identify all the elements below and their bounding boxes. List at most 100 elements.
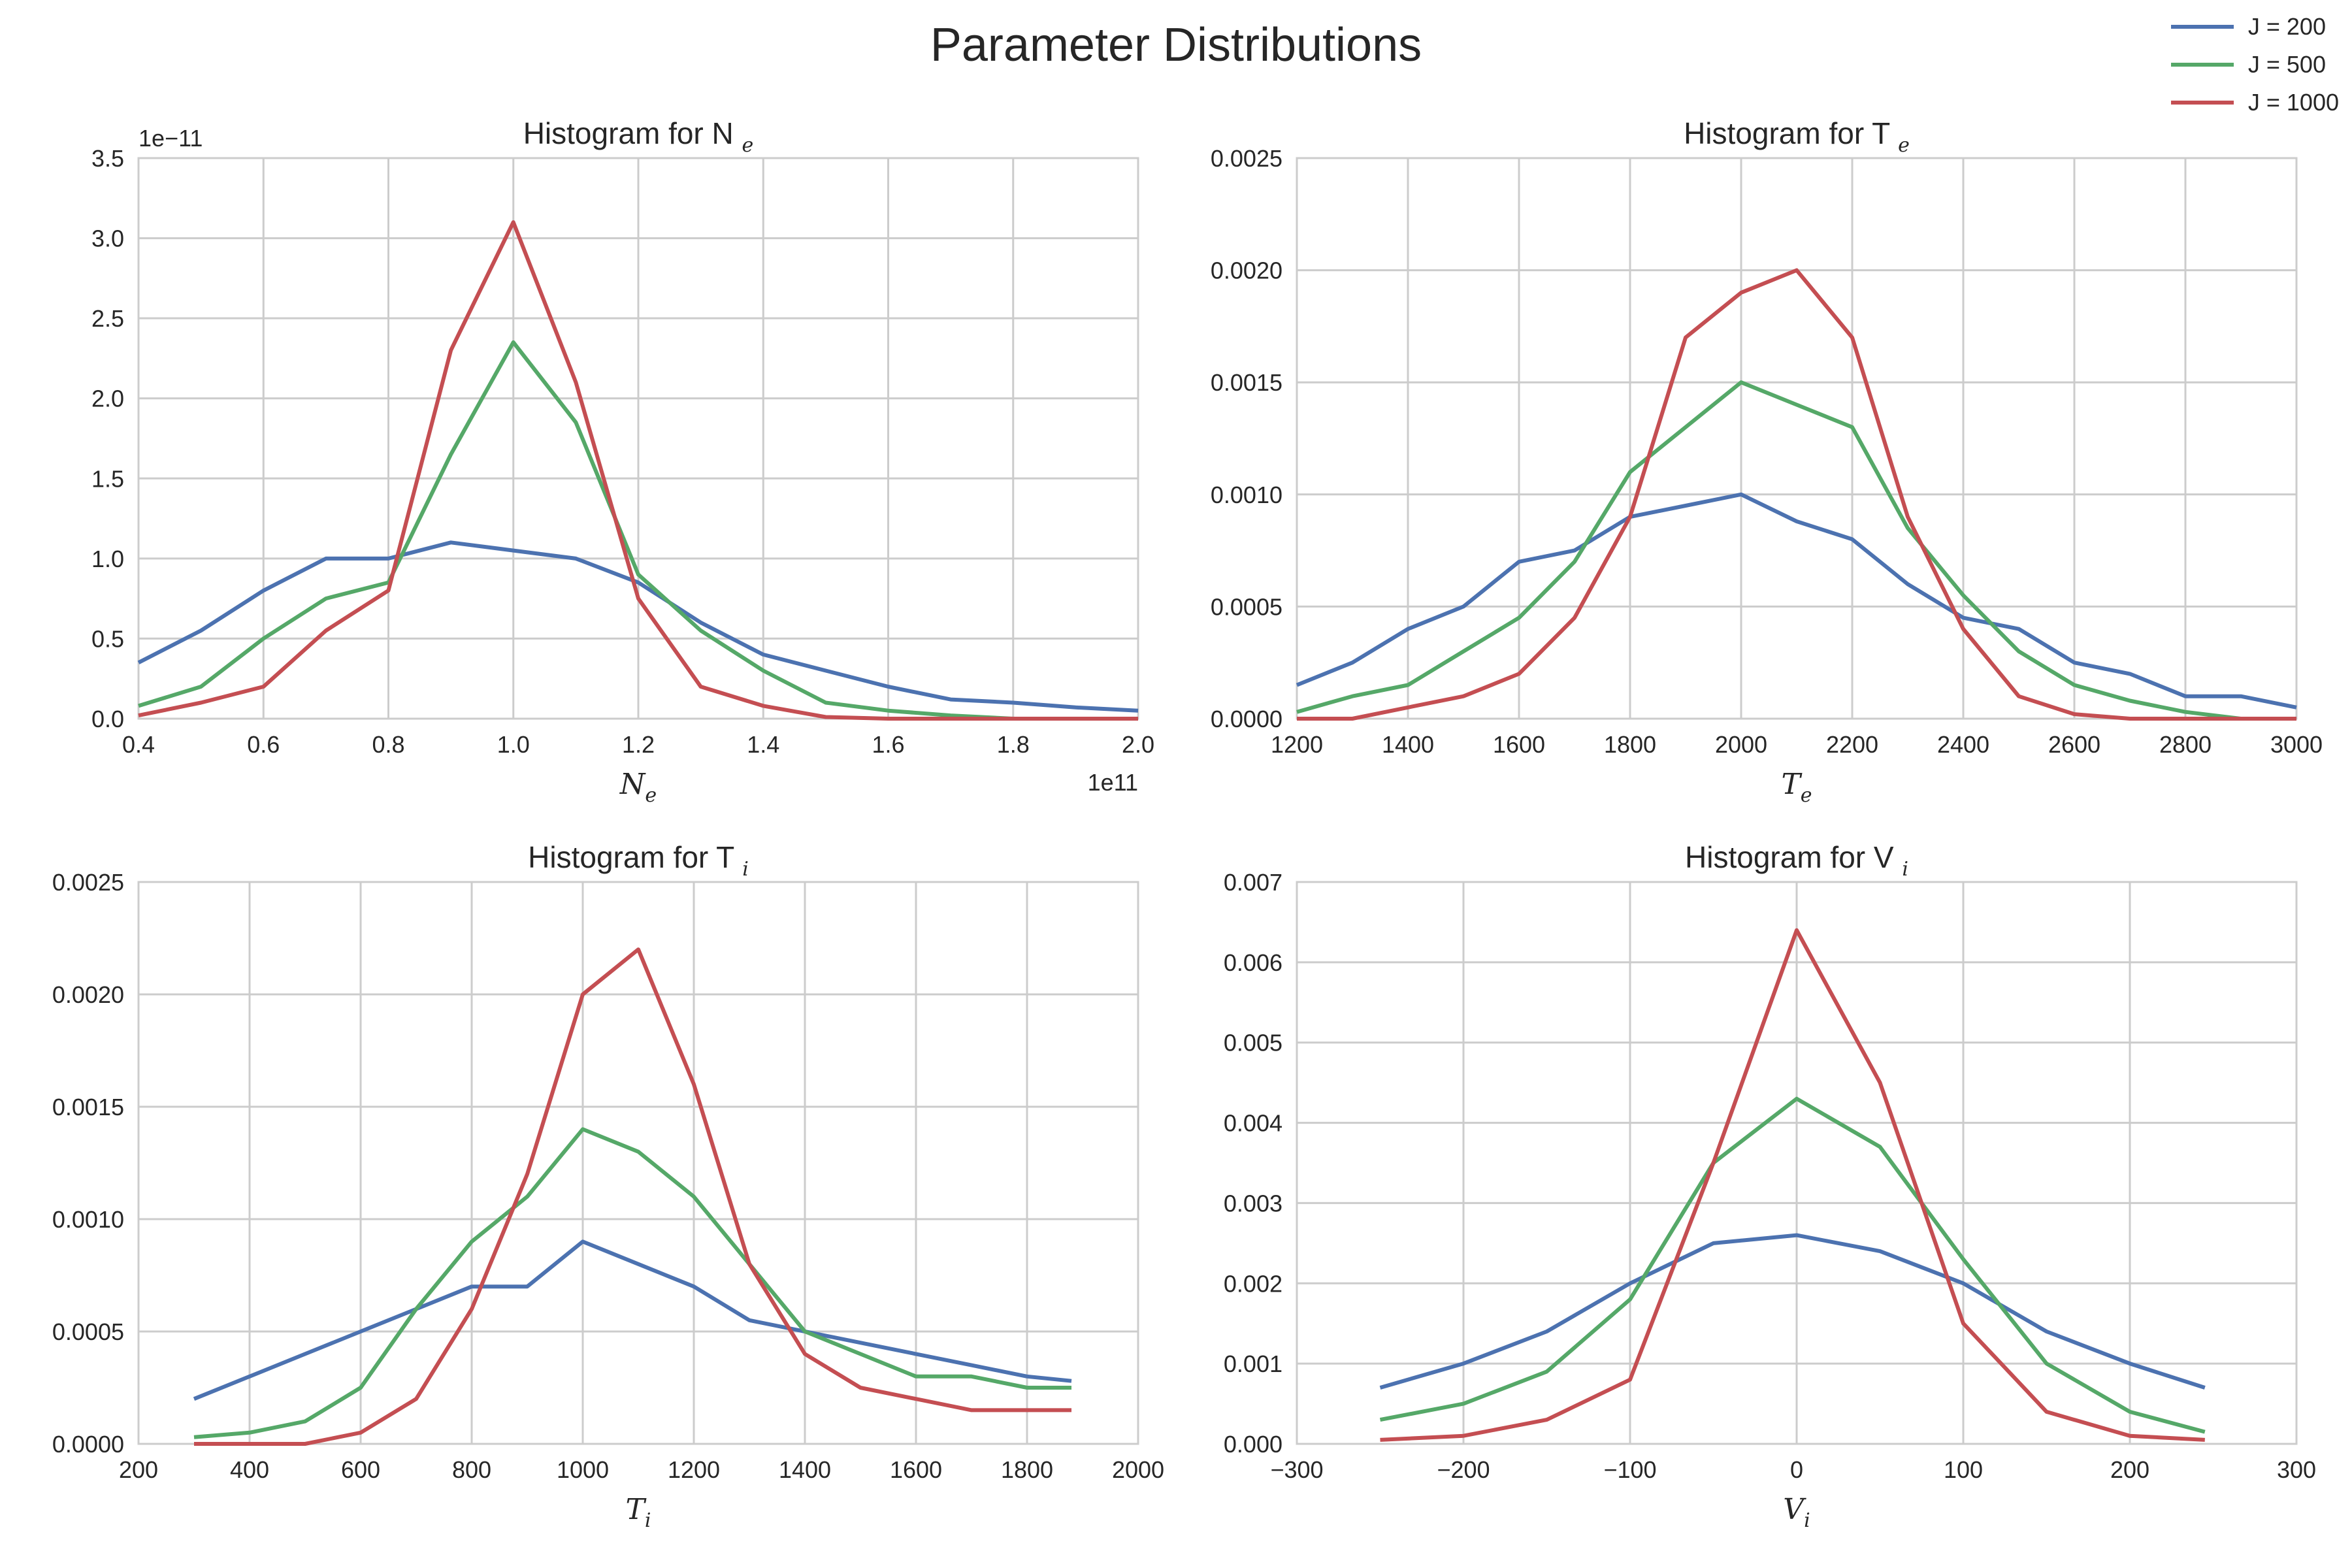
x-tick-label: 0.8 bbox=[372, 731, 404, 758]
x-tick-label: 0.6 bbox=[247, 731, 280, 758]
series-line-j200 bbox=[1379, 1233, 2206, 1390]
y-tick-label: 1.0 bbox=[91, 546, 124, 572]
series-line-j500 bbox=[1296, 380, 2296, 721]
y-tick-label: 0.0000 bbox=[52, 1431, 124, 1458]
x-tick-label: 0 bbox=[1790, 1456, 1803, 1483]
series-line-j500 bbox=[138, 340, 1138, 721]
chart-title-subscript: e bbox=[1898, 134, 1910, 157]
x-tick-label: 2400 bbox=[1937, 731, 1989, 758]
plot-frame bbox=[137, 881, 1139, 1445]
series-line-j1000 bbox=[194, 947, 1071, 1446]
x-offset-text: 1e11 bbox=[1088, 769, 1138, 796]
y-tick-label: 0.0 bbox=[91, 706, 124, 732]
y-tick-label: 0.5 bbox=[91, 625, 124, 652]
series-line-j1000 bbox=[1297, 268, 2296, 721]
series-line-j500 bbox=[193, 1127, 1071, 1439]
x-axis-label-subscript: e bbox=[1801, 784, 1812, 807]
chart-panel-3: −300 −200 −100 0 100 200 300 0.000 0.001 0.002 0.0… bbox=[1224, 840, 2316, 1532]
legend-item-j1000: J = 1000 bbox=[2170, 84, 2339, 122]
y-tick-label: 1.5 bbox=[91, 465, 124, 492]
x-tick-label: −200 bbox=[1437, 1456, 1490, 1483]
y-tick-label: 0.0020 bbox=[1211, 257, 1282, 284]
figure-title: Parameter Distributions bbox=[930, 19, 1422, 71]
x-tick-label: 300 bbox=[2277, 1456, 2316, 1483]
plot-frame bbox=[137, 157, 1139, 720]
legend-item-j200: J = 200 bbox=[2170, 8, 2339, 46]
x-tick-label: 2000 bbox=[1715, 731, 1767, 758]
chart-title: Histogram for T i bbox=[528, 840, 749, 881]
y-tick-label: 0.0020 bbox=[52, 981, 124, 1008]
chart-panel-0: 0.4 0.6 0.8 1.0 1.2 1.4 1.6 1.8 2.0 0.0 0.5 1.0 1.5 2… bbox=[91, 116, 1154, 807]
x-axis-label-subscript: e bbox=[645, 784, 657, 807]
chart-title-subscript: i bbox=[742, 858, 749, 881]
y-tick-label: 0.0025 bbox=[1211, 145, 1282, 172]
x-tick-label: 3000 bbox=[2270, 731, 2323, 758]
y-tick-label: 0.0010 bbox=[52, 1206, 124, 1233]
series-line-j500 bbox=[1379, 1096, 2206, 1434]
plot-area bbox=[1297, 158, 2296, 719]
legend-swatch-j200 bbox=[2170, 25, 2234, 29]
y-tick-label: 0.0005 bbox=[1211, 593, 1282, 620]
legend-swatch-j500 bbox=[2170, 63, 2234, 67]
x-tick-label: 200 bbox=[119, 1456, 158, 1483]
x-tick-label: −100 bbox=[1603, 1456, 1656, 1483]
x-tick-label: 1.8 bbox=[997, 731, 1030, 758]
x-tick-label: 1800 bbox=[1604, 731, 1656, 758]
plot-area bbox=[139, 882, 1138, 1444]
y-tick-label: 3.5 bbox=[91, 145, 124, 172]
y-tick-label: 0.000 bbox=[1224, 1431, 1282, 1458]
y-tick-label: 3.0 bbox=[91, 225, 124, 252]
series-line-j1000 bbox=[138, 220, 1138, 721]
x-tick-label: 800 bbox=[452, 1456, 491, 1483]
x-axis-label-text: T bbox=[1781, 768, 1803, 801]
x-tick-label: 1200 bbox=[1271, 731, 1323, 758]
x-tick-label: 1.6 bbox=[872, 731, 904, 758]
legend-label-j200: J = 200 bbox=[2247, 13, 2326, 40]
plot-frame bbox=[1296, 881, 2298, 1445]
chart-title-text: Histogram for V bbox=[1685, 840, 1902, 874]
y-offset-text: 1e−11 bbox=[139, 125, 203, 152]
x-tick-label: 1800 bbox=[1001, 1456, 1053, 1483]
x-axis-label: Ne bbox=[619, 768, 657, 807]
x-tick-label: 0.4 bbox=[122, 731, 155, 758]
chart-title-text: Histogram for T bbox=[1684, 116, 1898, 150]
x-axis-label-text: V bbox=[1783, 1493, 1806, 1526]
chart-title-text: Histogram for N bbox=[523, 116, 742, 150]
y-tick-label: 0.0015 bbox=[1211, 369, 1282, 396]
x-tick-label: 1000 bbox=[557, 1456, 609, 1483]
x-tick-label: 600 bbox=[341, 1456, 380, 1483]
legend-label-j1000: J = 1000 bbox=[2247, 89, 2339, 116]
chart-title: Histogram for V i bbox=[1685, 840, 1908, 881]
x-tick-label: −300 bbox=[1270, 1456, 1323, 1483]
y-tick-label: 0.004 bbox=[1224, 1110, 1282, 1137]
x-axis-label-subscript: i bbox=[645, 1509, 651, 1532]
legend-swatch-j1000 bbox=[2170, 101, 2234, 105]
x-axis-label-text: N bbox=[619, 768, 646, 801]
y-tick-label: 0.002 bbox=[1224, 1270, 1282, 1297]
x-tick-label: 1400 bbox=[1382, 731, 1434, 758]
x-tick-label: 1600 bbox=[890, 1456, 942, 1483]
y-tick-label: 0.001 bbox=[1224, 1350, 1282, 1377]
series-line-j1000 bbox=[1380, 928, 2205, 1442]
x-tick-label: 1200 bbox=[668, 1456, 720, 1483]
chart-title: Histogram for N e bbox=[523, 116, 754, 157]
x-tick-label: 1600 bbox=[1493, 731, 1545, 758]
y-tick-label: 2.5 bbox=[91, 305, 124, 332]
x-tick-label: 1.4 bbox=[747, 731, 779, 758]
y-tick-label: 0.003 bbox=[1224, 1190, 1282, 1217]
x-tick-label: 1400 bbox=[779, 1456, 831, 1483]
chart-panel-1: 1200 1400 1600 1800 2000 2200 2400 2600 2800 3000… bbox=[1211, 116, 2323, 807]
y-tick-label: 0.0015 bbox=[52, 1094, 124, 1120]
x-tick-label: 1.0 bbox=[497, 731, 530, 758]
x-axis-label-subscript: i bbox=[1804, 1509, 1810, 1532]
y-tick-label: 2.0 bbox=[91, 385, 124, 412]
chart-title-subscript: e bbox=[742, 134, 754, 157]
y-tick-label: 0.005 bbox=[1224, 1030, 1282, 1056]
x-tick-label: 2800 bbox=[2159, 731, 2212, 758]
series-line-j200 bbox=[137, 540, 1139, 713]
x-tick-label: 2200 bbox=[1826, 731, 1878, 758]
x-tick-label: 2.0 bbox=[1122, 731, 1154, 758]
chart-title-text: Histogram for T bbox=[528, 840, 742, 874]
x-axis-label-text: T bbox=[626, 1493, 647, 1526]
